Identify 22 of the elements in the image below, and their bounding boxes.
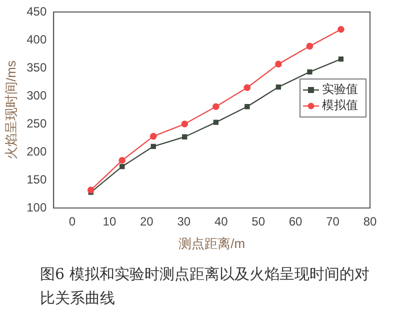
y-tick-label: 150 <box>26 172 47 186</box>
x-tick-label: 20 <box>140 214 154 229</box>
y-tick-label: 200 <box>26 144 47 158</box>
y-tick-label: 250 <box>26 116 47 130</box>
y-tick-label: 350 <box>26 60 47 74</box>
x-tick-label: 0 <box>68 214 76 229</box>
y-tick-label: 100 <box>26 200 47 214</box>
y-tick-label: 450 <box>26 4 47 18</box>
y-axis-title: 火焰呈现时间/ms <box>3 60 18 160</box>
legend-label: 实验值 <box>322 82 358 96</box>
x-tick-label: 70 <box>326 214 340 229</box>
x-tick-label: 10 <box>102 214 116 229</box>
y-tick-label: 400 <box>26 32 47 46</box>
caption: 图6 模拟和实验时测点距离以及火焰呈现时间的对比关系曲线 <box>40 264 370 309</box>
legend-label: 模拟值 <box>322 98 358 112</box>
x-axis-title: 测点距离/m <box>178 236 246 251</box>
x-tick-label: 40 <box>214 214 228 229</box>
x-tick-label: 30 <box>177 214 191 229</box>
x-tick-label: 60 <box>288 214 303 229</box>
x-tick-label: 80 <box>363 214 377 229</box>
y-tick-label: 300 <box>26 88 47 102</box>
x-tick-label: 50 <box>252 214 266 229</box>
